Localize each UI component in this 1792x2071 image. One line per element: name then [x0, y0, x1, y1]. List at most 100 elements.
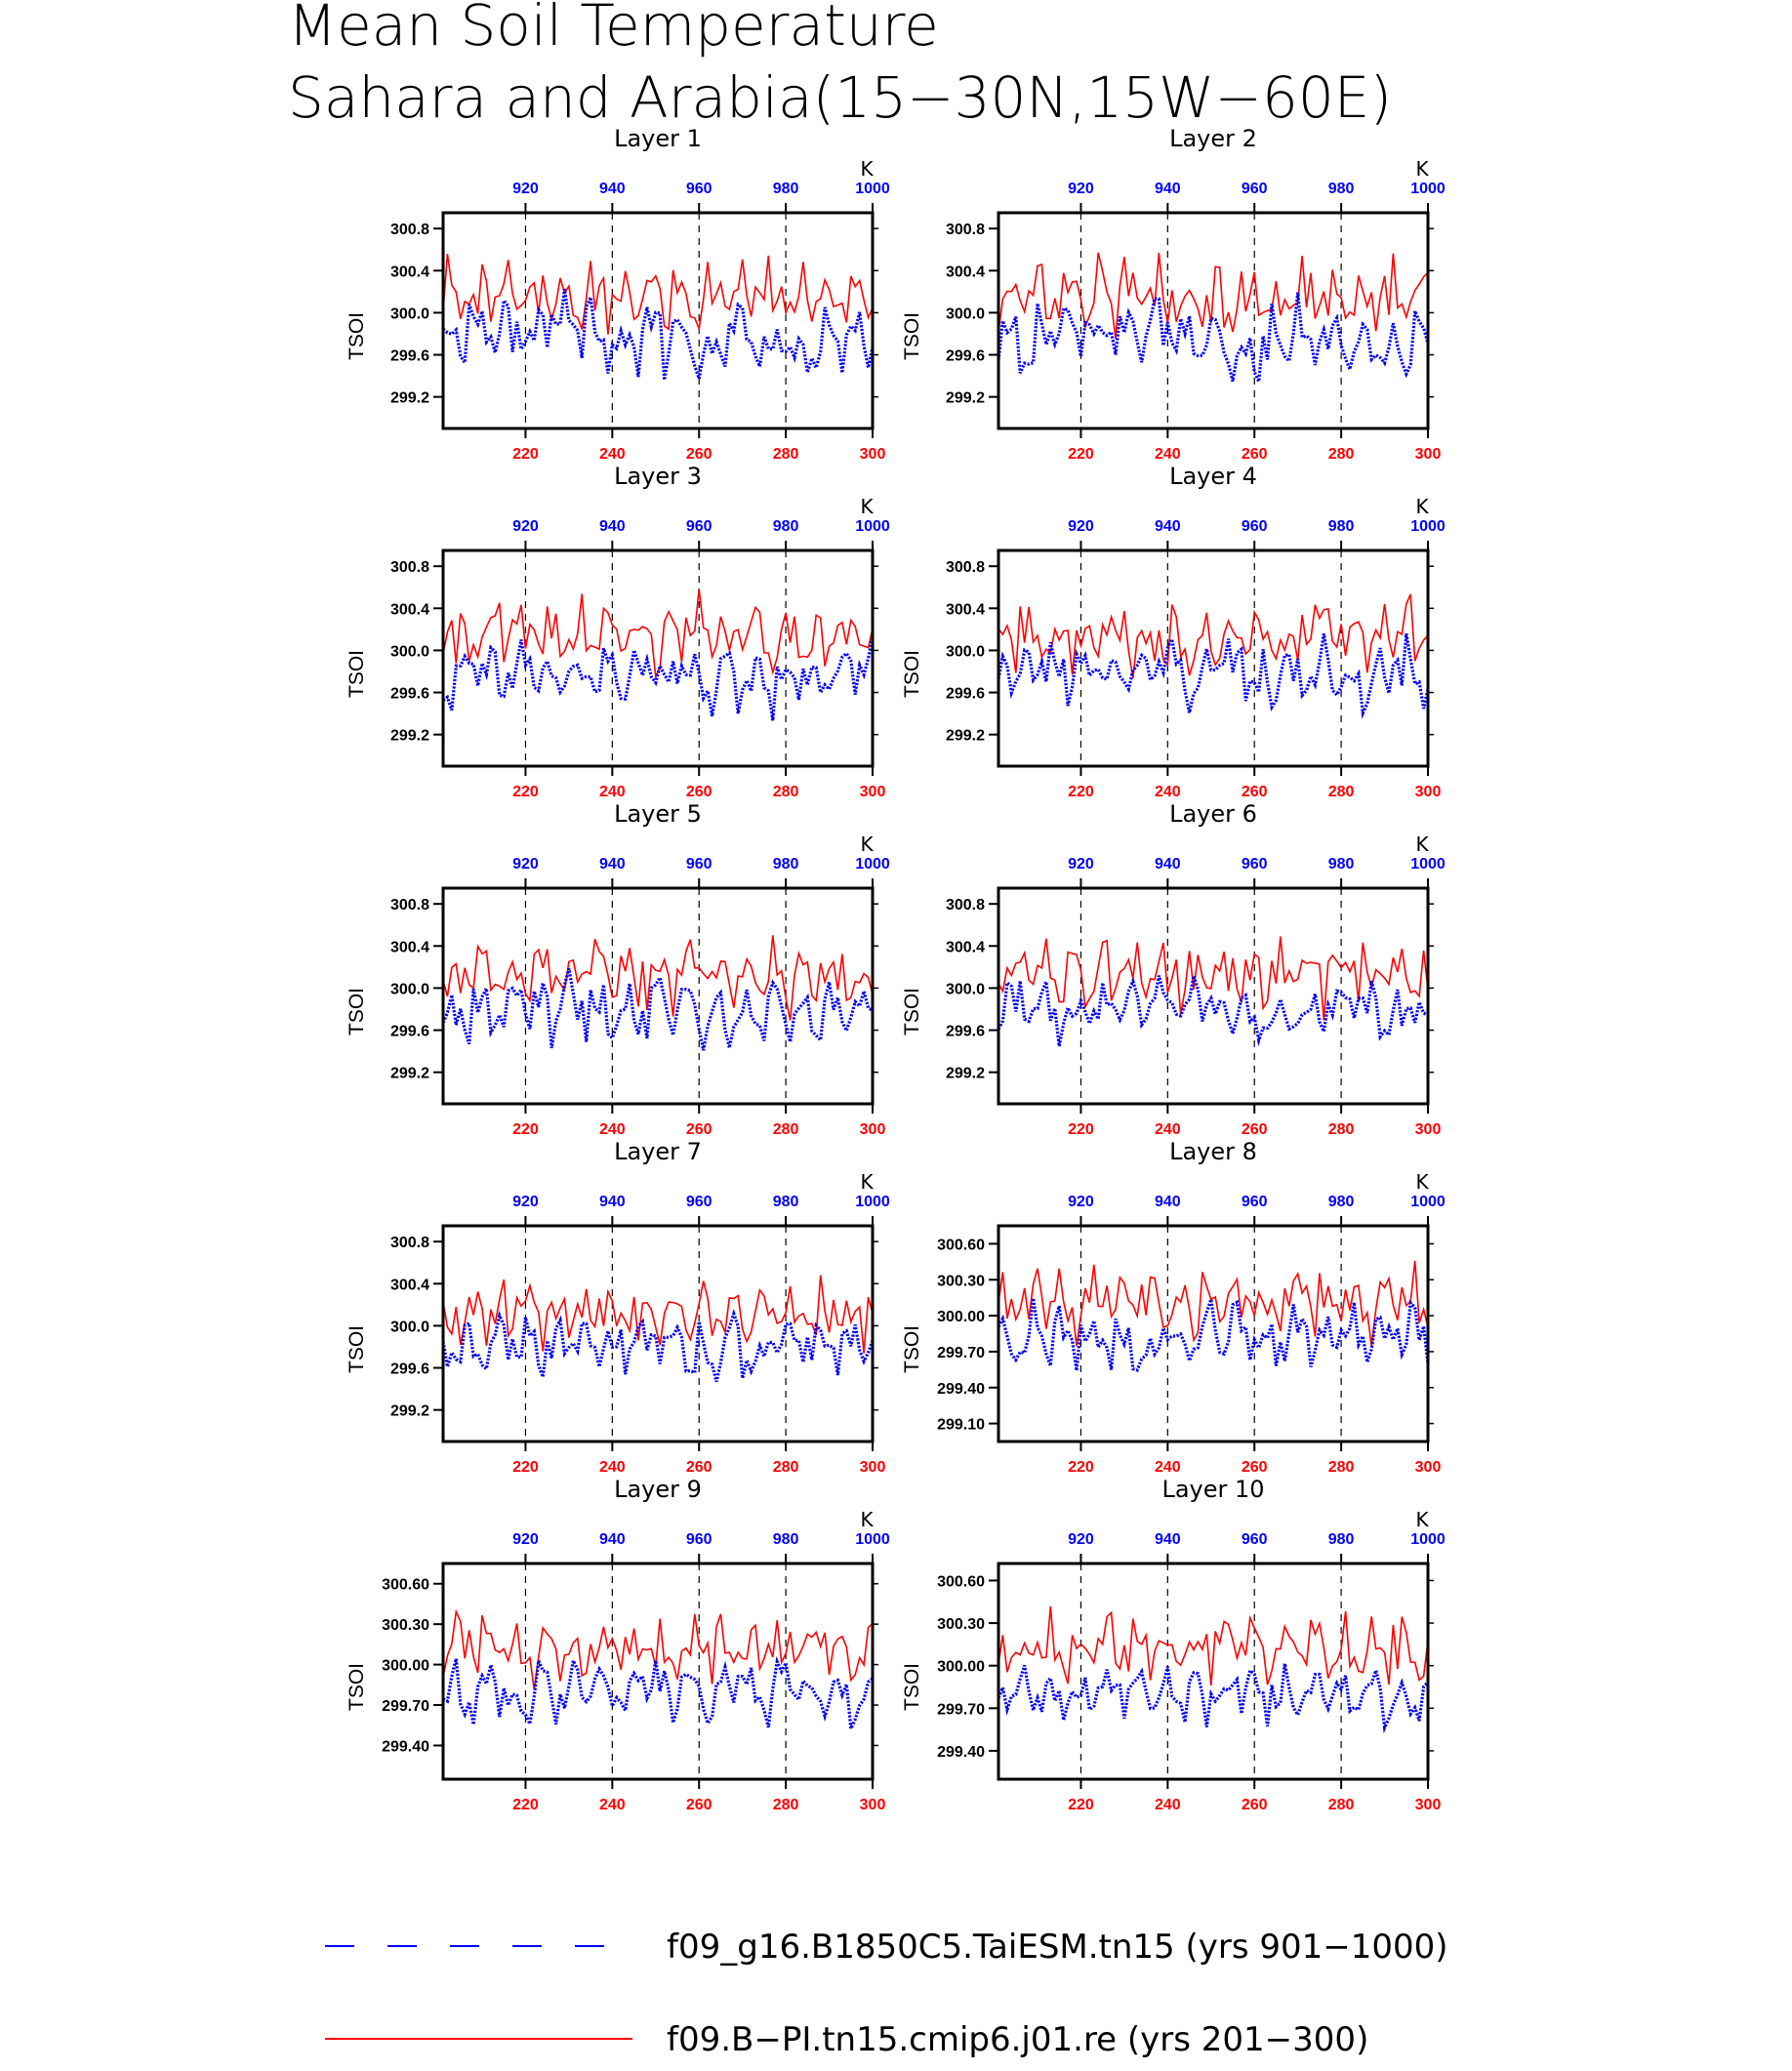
x-top-tick-label: 940	[599, 181, 626, 197]
y-tick-label: 300.4	[946, 939, 985, 955]
series-line-blue	[997, 1297, 1430, 1372]
x-top-tick-label: 920	[512, 1531, 539, 1548]
y-tick-label: 299.6	[390, 348, 429, 365]
x-top-tick-label: 1000	[1410, 1531, 1446, 1548]
legend-label: f09_g16.B1850C5.TaiESM.tn15 (yrs 901−100…	[667, 1928, 1448, 1967]
x-bottom-tick-label: 280	[773, 1459, 799, 1476]
y-tick-label: 299.40	[937, 1744, 985, 1761]
y-tick-label: 299.10	[937, 1417, 985, 1434]
x-top-tick-label: 920	[512, 181, 539, 197]
panels-grid: Layer 1 299.2 299.6 300.0 300.4 300.8 TSOI 220 2…	[346, 125, 1446, 1813]
panel-title: Layer 9	[614, 1476, 702, 1503]
y-tick-label: 299.40	[937, 1381, 985, 1398]
y-axis-label: TSOI	[901, 1663, 923, 1711]
y-tick-label: 299.70	[937, 1345, 985, 1361]
y-tick-label: 300.8	[390, 1235, 429, 1251]
x-bottom-tick-label: 260	[1242, 1121, 1268, 1138]
y-tick-label: 299.2	[946, 728, 985, 745]
y-tick-label: 300.8	[946, 222, 985, 238]
x-top-tick-label: 980	[773, 1194, 799, 1210]
y-tick-label: 300.8	[390, 222, 429, 238]
x-top-tick-label: 960	[686, 181, 713, 197]
x-bottom-tick-label: 240	[599, 784, 626, 800]
y-tick-label: 299.70	[937, 1701, 985, 1718]
x-top-tick-label: 960	[1242, 856, 1268, 873]
series-line-red	[442, 589, 874, 680]
x-bottom-tick-label: 240	[1155, 1459, 1181, 1476]
x-bottom-tick-label: 280	[1328, 1459, 1355, 1476]
x-bottom-tick-label: 240	[1155, 446, 1181, 463]
plot-frame	[441, 1224, 875, 1443]
panel-layer-5: Layer 5 299.2 299.6 300.0 300.4 300.8 TSOI 220 2…	[346, 800, 890, 1138]
x-top-tick-label: 920	[512, 1194, 539, 1210]
x-top-tick-label: 940	[1155, 856, 1181, 873]
x-bottom-tick-label: 220	[1068, 1121, 1094, 1138]
y-tick-label: 300.60	[937, 1573, 985, 1590]
x-bottom-tick-label: 260	[1242, 1459, 1268, 1476]
x-bottom-tick-label: 280	[1328, 784, 1355, 800]
y-tick-label: 299.70	[382, 1698, 429, 1715]
x-top-tick-label: 1000	[855, 1194, 890, 1210]
panel-title: Layer 4	[1169, 463, 1257, 490]
x-bottom-tick-label: 240	[1155, 1121, 1181, 1138]
x-bottom-tick-label: 280	[1328, 1797, 1355, 1813]
x-bottom-tick-label: 300	[860, 1121, 886, 1138]
x-bottom-tick-label: 240	[599, 1121, 626, 1138]
y-tick-label: 300.00	[937, 1309, 985, 1325]
x-bottom-tick-label: 260	[1242, 1797, 1268, 1813]
x-top-tick-label: 1000	[1410, 856, 1446, 873]
x-top-tick-label: 920	[1068, 1531, 1094, 1548]
y-tick-label: 299.6	[390, 1361, 429, 1378]
y-tick-label: 300.00	[382, 1658, 429, 1675]
y-tick-label: 300.4	[390, 264, 429, 280]
x-bottom-tick-label: 260	[1242, 784, 1268, 800]
top-axis-unit: K	[860, 495, 874, 518]
y-tick-label: 300.60	[937, 1237, 985, 1253]
y-axis-label: TSOI	[346, 1663, 368, 1711]
series-line-red	[442, 1608, 874, 1690]
y-tick-label: 300.0	[390, 643, 429, 660]
x-bottom-tick-label: 300	[860, 1459, 886, 1476]
panel-layer-3: Layer 3 299.2 299.6 300.0 300.4 300.8 TSOI 220 2…	[346, 463, 890, 800]
y-axis-label: TSOI	[901, 650, 923, 698]
panel-layer-8: Layer 8 299.10 299.40 299.70 300.00 300.30 300…	[901, 1138, 1446, 1476]
series-line-blue	[997, 1663, 1430, 1734]
y-tick-label: 299.2	[946, 390, 985, 407]
series-line-red	[442, 935, 874, 1021]
panel-layer-2: Layer 2 299.2 299.6 300.0 300.4 300.8 TSOI 220 2…	[901, 125, 1446, 463]
y-tick-label: 299.6	[390, 1024, 429, 1040]
x-top-tick-label: 980	[1328, 1531, 1355, 1548]
panel-title: Layer 7	[614, 1138, 702, 1165]
y-tick-label: 299.2	[946, 1066, 985, 1082]
panel-layer-1: Layer 1 299.2 299.6 300.0 300.4 300.8 TSOI 220 2…	[346, 125, 890, 463]
series-line-blue	[441, 967, 874, 1051]
x-top-tick-label: 940	[599, 1194, 626, 1210]
y-tick-label: 300.8	[390, 559, 429, 576]
x-bottom-tick-label: 260	[686, 1459, 713, 1476]
x-bottom-tick-label: 280	[1328, 446, 1355, 463]
x-top-tick-label: 940	[599, 856, 626, 873]
series-line-red	[442, 1275, 874, 1354]
x-bottom-tick-label: 300	[1415, 446, 1442, 463]
series-line-blue	[442, 635, 875, 721]
plot-frame	[997, 548, 1430, 768]
x-top-tick-label: 960	[1242, 181, 1268, 197]
x-bottom-tick-label: 240	[1155, 1797, 1181, 1813]
top-axis-unit: K	[1415, 1170, 1429, 1194]
x-top-tick-label: 960	[686, 518, 713, 535]
panel-title: Layer 5	[614, 800, 702, 828]
x-bottom-tick-label: 220	[1068, 1797, 1094, 1813]
x-bottom-tick-label: 280	[773, 1121, 799, 1138]
x-bottom-tick-label: 280	[773, 446, 799, 463]
y-tick-label: 299.2	[390, 390, 429, 407]
x-bottom-tick-label: 300	[1415, 784, 1442, 800]
series-line-red	[998, 1605, 1429, 1686]
x-bottom-tick-label: 240	[599, 446, 626, 463]
figure-title-line1: Mean Soil Temperature	[288, 0, 939, 59]
y-tick-label: 300.4	[946, 601, 985, 618]
y-tick-label: 300.8	[390, 897, 429, 914]
x-bottom-tick-label: 300	[1415, 1121, 1442, 1138]
panel-title: Layer 2	[1169, 125, 1257, 152]
x-top-tick-label: 920	[512, 518, 539, 535]
x-top-tick-label: 980	[1328, 181, 1355, 197]
